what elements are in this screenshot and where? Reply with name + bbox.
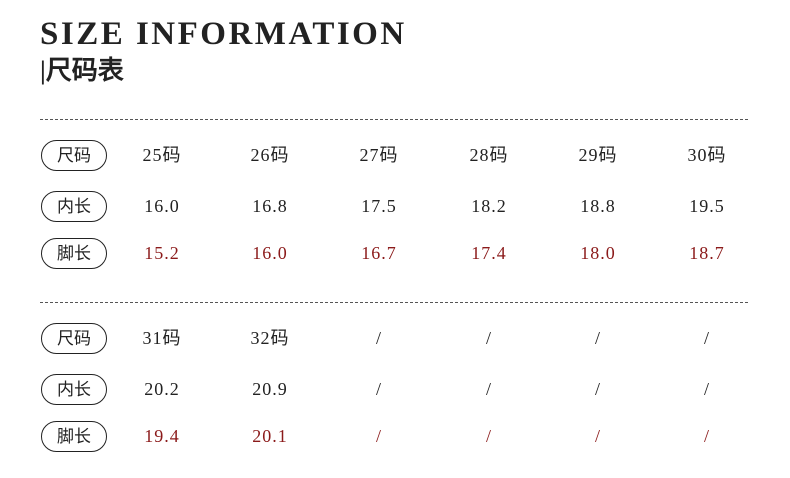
divider xyxy=(40,119,748,120)
cell: 18.2 xyxy=(471,196,507,216)
cell: 26码 xyxy=(250,145,290,165)
cell: 18.7 xyxy=(689,243,725,263)
cell: 20.9 xyxy=(252,379,288,399)
divider xyxy=(40,302,748,303)
row-label: 尺码 xyxy=(41,323,107,354)
row-label: 内长 xyxy=(41,191,107,222)
cell: 18.0 xyxy=(580,243,616,263)
cell: 17.4 xyxy=(471,243,507,263)
cell: / xyxy=(375,379,382,399)
title: SIZE INFORMATION xyxy=(40,16,407,52)
row-label: 尺码 xyxy=(41,140,107,171)
cell: 16.7 xyxy=(361,243,397,263)
row-label: 脚长 xyxy=(41,421,107,452)
cell: 16.8 xyxy=(252,196,288,216)
cell: 17.5 xyxy=(361,196,397,216)
cell: / xyxy=(594,328,601,348)
cell: 19.5 xyxy=(689,196,725,216)
subtitle: |尺码表 xyxy=(40,56,124,85)
cell: 30码 xyxy=(687,145,727,165)
cell: / xyxy=(485,379,492,399)
cell: / xyxy=(375,426,382,446)
row-label: 脚长 xyxy=(41,238,107,269)
cell: / xyxy=(703,328,710,348)
cell: 25码 xyxy=(142,145,182,165)
cell: 20.2 xyxy=(144,379,180,399)
cell: / xyxy=(594,426,601,446)
cell: / xyxy=(703,379,710,399)
cell: 28码 xyxy=(469,145,509,165)
cell: / xyxy=(703,426,710,446)
cell: / xyxy=(375,328,382,348)
cell: 32码 xyxy=(250,328,290,348)
cell: 19.4 xyxy=(144,426,180,446)
cell: 20.1 xyxy=(252,426,288,446)
cell: 16.0 xyxy=(144,196,180,216)
cell: / xyxy=(594,379,601,399)
cell: 27码 xyxy=(359,145,399,165)
cell: 29码 xyxy=(578,145,618,165)
row-label: 内长 xyxy=(41,374,107,405)
cell: 18.8 xyxy=(580,196,616,216)
cell: / xyxy=(485,328,492,348)
cell: 15.2 xyxy=(144,243,180,263)
cell: 31码 xyxy=(142,328,182,348)
cell: / xyxy=(485,426,492,446)
cell: 16.0 xyxy=(252,243,288,263)
